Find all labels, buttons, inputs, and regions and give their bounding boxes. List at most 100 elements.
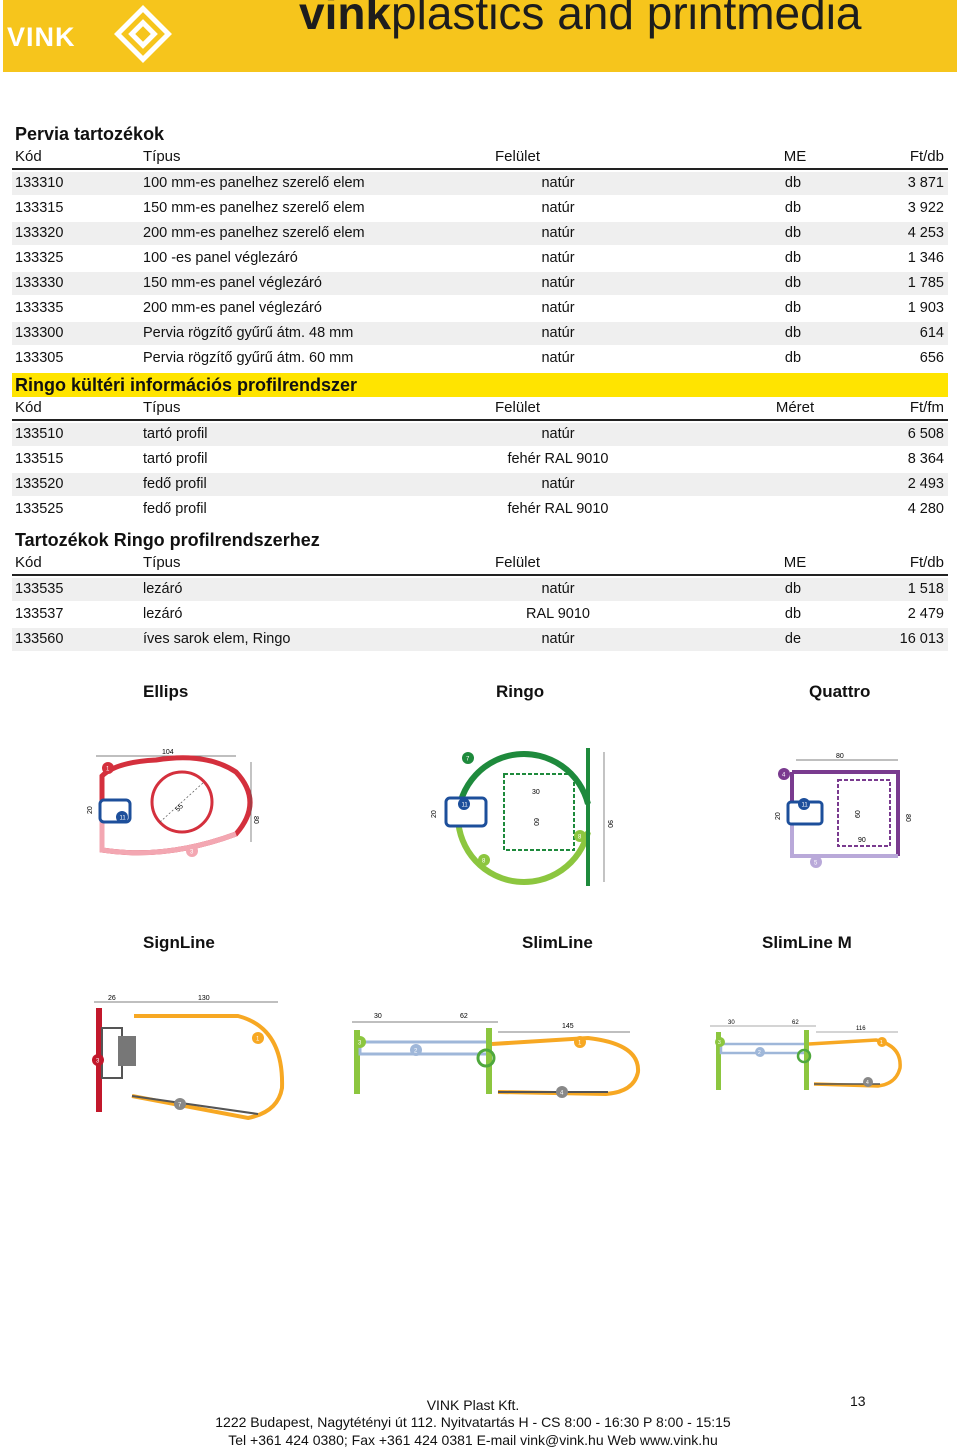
cell-tipus: Pervia rögzítő gyűrű átm. 60 mm	[143, 350, 354, 366]
quattro-dim-top: 80	[836, 753, 844, 760]
svg-text:8: 8	[482, 859, 486, 865]
slimline-dim-c: 145	[562, 1023, 574, 1030]
ringo-dim-mid: 60	[532, 818, 539, 826]
cell-tipus: lezáró	[143, 581, 183, 597]
cell-ar: 1 346	[907, 250, 944, 266]
slimline-m-dim-b: 62	[792, 1020, 799, 1026]
quattro-dim-height: 80	[904, 814, 911, 822]
cell-kod: 133300	[15, 325, 64, 341]
cell-felulet: fehér RAL 9010	[507, 451, 609, 467]
svg-text:11: 11	[802, 803, 809, 809]
table-header: Kód Típus Felület ME Ft/db	[12, 146, 948, 170]
cell-felulet: natúr	[541, 225, 575, 241]
cell-kod: 133537	[15, 606, 64, 622]
svg-text:5: 5	[814, 861, 818, 867]
cell-kod: 133320	[15, 225, 64, 241]
cell-kod: 133510	[15, 426, 64, 442]
cell-kod: 133330	[15, 275, 64, 291]
cell-ar: 8 364	[907, 451, 944, 467]
svg-text:4: 4	[782, 773, 786, 779]
cell-me: de	[784, 631, 802, 647]
svg-text:3: 3	[718, 1040, 721, 1046]
cell-felulet: natúr	[541, 325, 575, 341]
cell-tipus: fedő profil	[143, 501, 207, 517]
cell-tipus: fedő profil	[143, 476, 207, 492]
svg-text:7: 7	[178, 1103, 182, 1109]
footer-contact: Tel +361 424 0380; Fax +361 424 0381 E-m…	[228, 1432, 718, 1448]
slimline-dim-b: 62	[460, 1013, 468, 1020]
col-header-ar: Ft/db	[909, 148, 944, 165]
cell-tipus: lezáró	[143, 606, 183, 622]
cell-kod: 133305	[15, 350, 64, 366]
table-row: 133535 lezáró natúr db 1 518	[12, 578, 948, 601]
col-header-tipus: Típus	[143, 148, 181, 165]
cell-felulet: natúr	[541, 275, 575, 291]
cell-tipus: 200 mm-es panel véglezáró	[143, 300, 322, 316]
ellips-dim-side: 20	[87, 806, 94, 814]
ringo-dim-inner: 30	[532, 789, 540, 796]
footer-company: VINK Plast Kft.	[426, 1397, 520, 1413]
cell-felulet: natúr	[541, 200, 575, 216]
cell-ar: 16 013	[899, 631, 944, 647]
cell-ar: 3 871	[907, 175, 944, 191]
cell-me: db	[784, 300, 802, 316]
cell-felulet: natúr	[541, 175, 575, 191]
cell-ar: 614	[919, 325, 944, 341]
col-header-felulet: Felület	[495, 399, 541, 416]
svg-text:2: 2	[414, 1049, 418, 1055]
svg-text:4: 4	[560, 1091, 564, 1097]
ringo-profile-drawing: 90 30 60 11 7 8 8 20	[431, 748, 613, 886]
svg-text:7: 7	[466, 757, 470, 763]
table-row: 133335 200 mm-es panel véglezáró natúr db 1 …	[12, 297, 948, 320]
cell-felulet: natúr	[541, 250, 575, 266]
signline-dim-a: 26	[108, 995, 116, 1002]
quattro-dim-side: 20	[775, 812, 782, 820]
cell-kod: 133560	[15, 631, 64, 647]
cell-kod: 133520	[15, 476, 64, 492]
cell-ar: 1 518	[907, 581, 944, 597]
quattro-dim-bottom: 90	[858, 837, 866, 844]
table-header: Kód Típus Felület ME Ft/db	[12, 552, 948, 576]
table-header: Kód Típus Felület Méret Ft/fm	[12, 397, 948, 421]
tartozekok-section: Tartozékok Ringo profilrendszerhez Kód T…	[12, 528, 948, 651]
cell-ar: 2 479	[907, 606, 944, 622]
slimline-profile-drawing: 30 62 145 3 2 1 4	[352, 1013, 641, 1098]
table-row: 133310 100 mm-es panelhez szerelő elem nat…	[12, 172, 948, 195]
section-title-tartozekok: Tartozékok Ringo profilrendszerhez	[15, 530, 320, 550]
col-header-tipus: Típus	[143, 399, 181, 416]
cell-me: db	[784, 250, 802, 266]
svg-text:11: 11	[120, 816, 127, 822]
table-row: 133560 íves sarok elem, Ringo natúr de 16 01…	[12, 628, 948, 651]
table-row: 133305 Pervia rögzítő gyűrű átm. 60 mm nat…	[12, 347, 948, 370]
ringo-section: Ringo kültéri információs profilrendszer…	[12, 373, 948, 521]
ellips-dim-width: 104	[162, 749, 174, 756]
table-row: 133520 fedő profil natúr 2 493	[12, 473, 948, 496]
cell-tipus: 150 mm-es panel véglezáró	[143, 275, 322, 291]
cell-me: db	[784, 200, 802, 216]
cell-tipus: 200 mm-es panelhez szerelő elem	[143, 225, 365, 241]
cell-ar: 1 903	[907, 300, 944, 316]
table-row: 133300 Pervia rögzítő gyűrű átm. 48 mm nat…	[12, 322, 948, 345]
svg-text:1: 1	[106, 767, 110, 773]
col-header-felulet: Felület	[495, 148, 541, 165]
cell-kod: 133325	[15, 250, 64, 266]
cell-kod: 133315	[15, 200, 64, 216]
cell-ar: 4 280	[907, 501, 944, 517]
page-number: 13	[850, 1393, 866, 1409]
slimline-m-profile-drawing: 30 62 116 3 2 1 4	[710, 1020, 902, 1090]
vink-diamond-logo-icon	[114, 5, 172, 63]
col-header-ar: Ft/db	[909, 554, 944, 571]
cell-me: db	[784, 175, 802, 191]
profile-label-ringo: Ringo	[496, 682, 545, 701]
vink-logo-text: VINK	[7, 22, 76, 52]
table-row: 133515 tartó profil fehér RAL 9010 8 364	[12, 448, 948, 471]
col-header-meret: Méret	[775, 399, 815, 416]
section-title-ringo: Ringo kültéri információs profilrendszer	[12, 373, 948, 397]
cell-tipus: 100 mm-es panelhez szerelő elem	[143, 175, 365, 191]
header-banner: VINK vinkplastics and printmedia	[3, 0, 957, 72]
cell-me: db	[784, 606, 802, 622]
ringo-dim-side: 20	[431, 810, 438, 818]
cell-ar: 6 508	[907, 426, 944, 442]
cell-ar: 1 785	[907, 275, 944, 291]
cell-kod: 133515	[15, 451, 64, 467]
